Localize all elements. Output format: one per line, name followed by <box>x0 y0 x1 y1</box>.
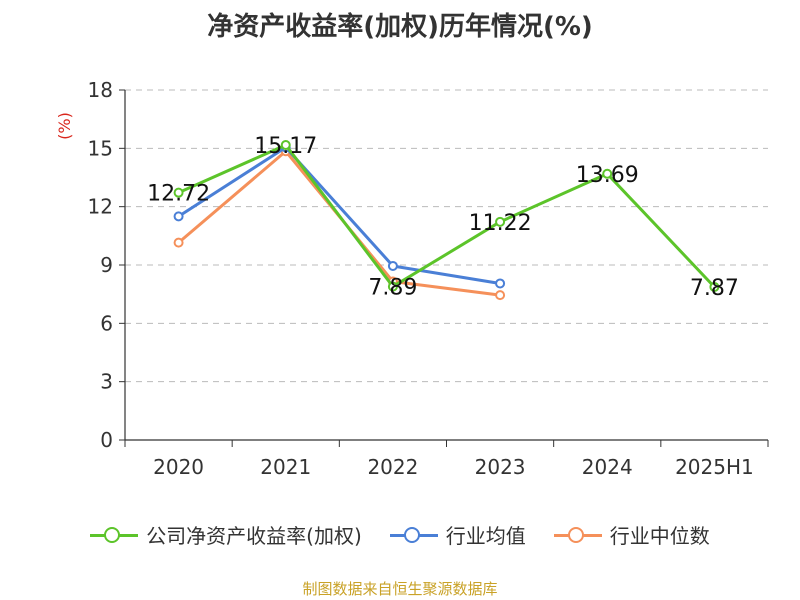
x-tick-label: 2022 <box>367 455 418 479</box>
data-point <box>173 237 184 248</box>
data-point <box>173 187 184 198</box>
data-source-note: 制图数据来自恒生聚源数据库 <box>302 580 498 598</box>
series-line <box>177 145 501 285</box>
legend-label: 行业中位数 <box>609 524 710 548</box>
y-tick-label: 9 <box>100 253 113 277</box>
data-point <box>387 281 398 292</box>
y-axis-label: (%) <box>55 112 74 140</box>
y-tick-label: 3 <box>100 370 113 394</box>
data-label: 7.89 <box>368 276 417 301</box>
legend-item[interactable]: 行业均值 <box>389 520 526 549</box>
x-tick-label: 2024 <box>582 455 633 479</box>
legend-marker-icon <box>553 525 602 545</box>
y-tick-label: 18 <box>88 78 113 102</box>
data-label: 12.72 <box>147 182 210 207</box>
legend-label: 行业均值 <box>445 524 526 548</box>
y-tick-label: 6 <box>100 311 113 335</box>
x-tick-label: 2021 <box>260 455 311 479</box>
data-label: 11.22 <box>469 211 532 236</box>
legend-label: 公司净资产收益率(加权) <box>146 524 362 548</box>
chart-title: 净资产收益率(加权)历年情况(%) <box>207 12 593 42</box>
legend-marker-icon <box>389 525 438 545</box>
data-point <box>602 168 613 179</box>
data-label: 7.87 <box>690 276 739 301</box>
y-tick-label: 0 <box>100 428 113 452</box>
legend-item[interactable]: 行业中位数 <box>553 520 710 549</box>
data-point <box>495 216 506 227</box>
data-point <box>387 260 398 271</box>
data-label: 13.69 <box>576 163 639 188</box>
data-point <box>173 211 184 222</box>
data-point <box>495 278 506 289</box>
legend-marker-icon <box>90 525 139 545</box>
x-tick-label: 2020 <box>153 455 204 479</box>
legend-dot <box>104 526 121 543</box>
y-tick-label: 15 <box>88 136 113 160</box>
legend-dot <box>403 526 420 543</box>
legend-dot <box>567 526 584 543</box>
y-tick-label: 12 <box>88 195 113 219</box>
series-line <box>177 143 716 289</box>
x-tick-label: 2023 <box>475 455 526 479</box>
legend-item[interactable]: 公司净资产收益率(加权) <box>90 520 362 549</box>
chart-legend: 公司净资产收益率(加权) 行业均值 行业中位数 <box>0 520 800 549</box>
data-point <box>495 290 506 301</box>
data-point <box>280 140 291 151</box>
data-point <box>709 281 720 292</box>
data-label: 15.17 <box>254 134 317 159</box>
x-tick-label: 2025H1 <box>675 455 754 479</box>
